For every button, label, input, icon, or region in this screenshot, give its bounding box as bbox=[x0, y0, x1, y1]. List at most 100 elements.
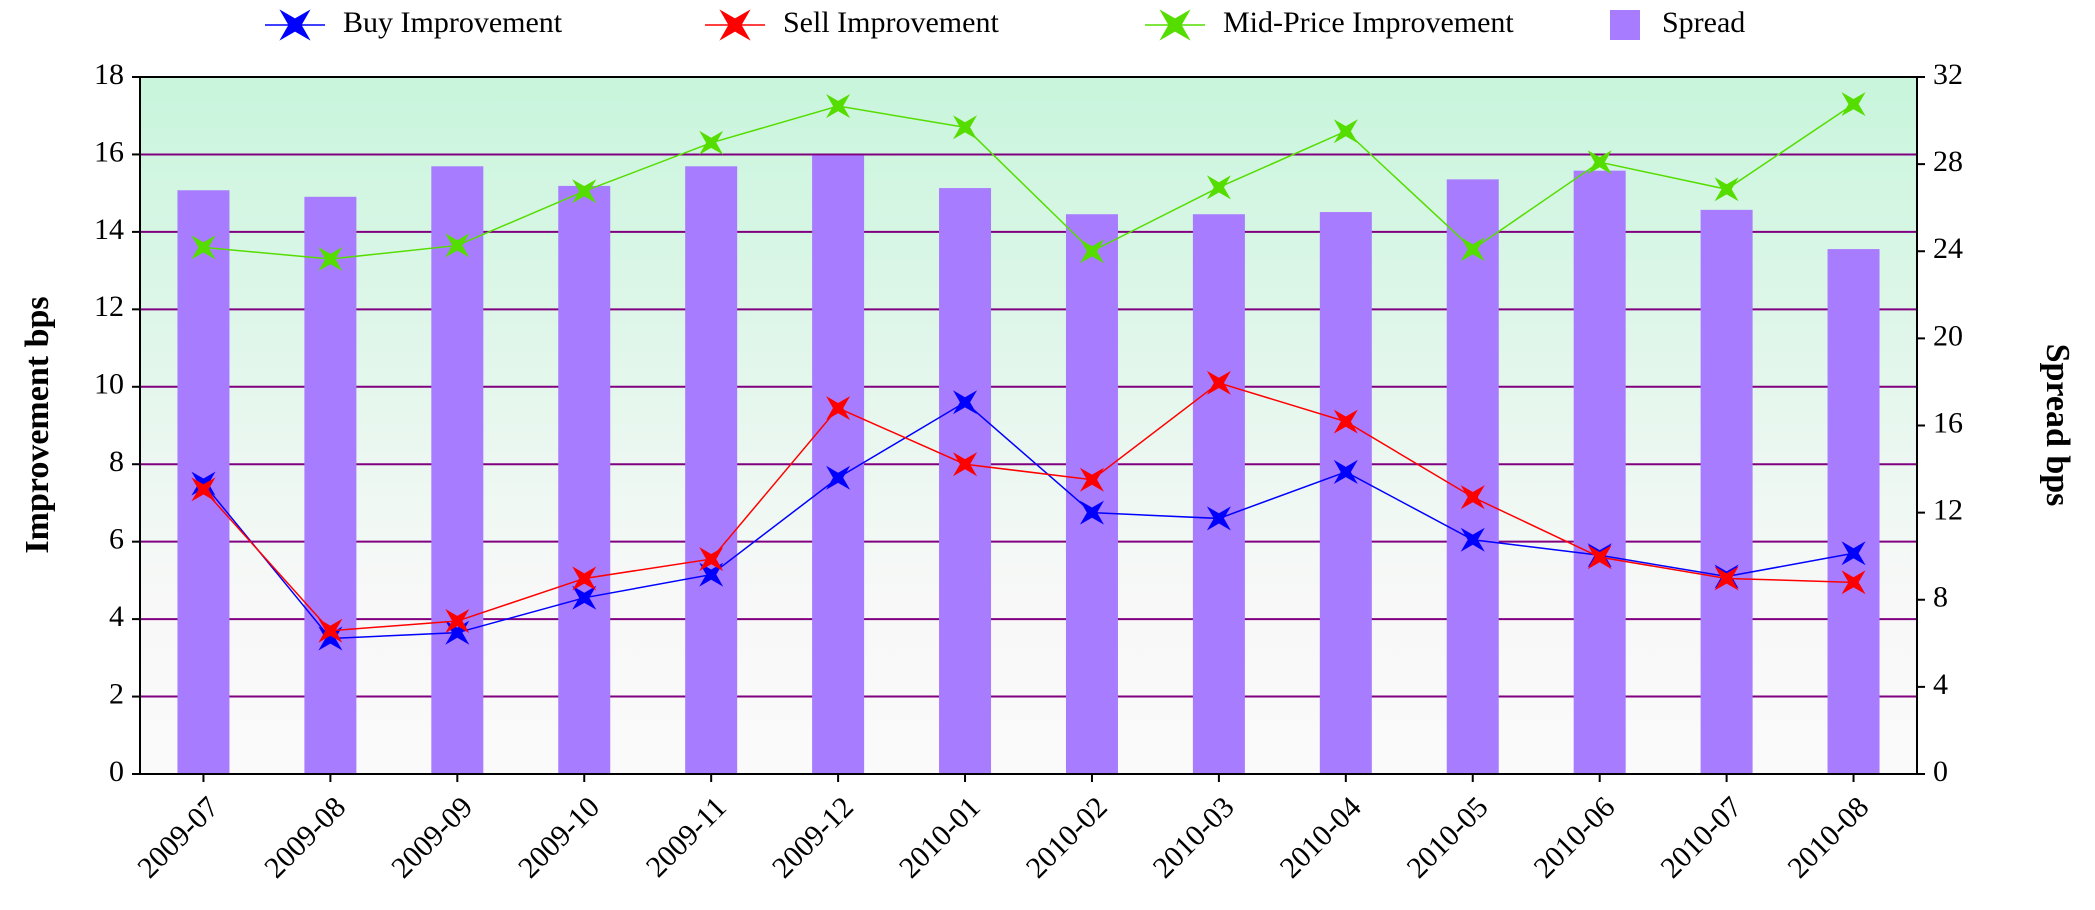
x-tick-label: 2010-04 bbox=[1274, 790, 1368, 884]
y-tick-label: 14 bbox=[94, 213, 124, 246]
x-tick-label: 2010-07 bbox=[1654, 790, 1748, 884]
y-tick-label: 0 bbox=[109, 755, 124, 788]
y-tick-label: 16 bbox=[94, 135, 124, 168]
marker bbox=[699, 562, 724, 587]
marker bbox=[699, 130, 724, 155]
x-tick-label: 2010-08 bbox=[1781, 790, 1875, 884]
marker bbox=[1206, 370, 1231, 395]
x-tick-label: 2009-12 bbox=[766, 790, 860, 884]
marker bbox=[1206, 175, 1231, 200]
marker bbox=[1206, 506, 1231, 531]
marker bbox=[1333, 119, 1358, 144]
marker bbox=[826, 396, 851, 421]
legend-swatch bbox=[1610, 10, 1640, 40]
marker bbox=[1333, 409, 1358, 434]
legend-label: Buy Improvement bbox=[343, 6, 563, 39]
marker bbox=[572, 566, 597, 591]
marker bbox=[318, 247, 343, 271]
x-tick-label: 2010-02 bbox=[1020, 790, 1114, 884]
x-tick-label: 2009-08 bbox=[258, 790, 352, 884]
line bbox=[203, 103, 1854, 260]
marker bbox=[1460, 527, 1485, 552]
bar bbox=[939, 188, 992, 775]
bar bbox=[1319, 212, 1372, 774]
marker bbox=[191, 471, 216, 496]
marker bbox=[1841, 92, 1866, 117]
bar bbox=[812, 155, 865, 775]
y2-axis-title: Spread bps bbox=[2039, 344, 2076, 507]
marker bbox=[191, 235, 216, 260]
line bbox=[202, 401, 1854, 640]
marker bbox=[1714, 566, 1739, 591]
x-tick-label: 2010-06 bbox=[1527, 790, 1621, 884]
marker bbox=[1841, 541, 1866, 566]
y-tick-label: 2 bbox=[109, 677, 124, 710]
x-tick-label: 2010-03 bbox=[1147, 790, 1241, 884]
marker bbox=[1079, 500, 1104, 525]
marker bbox=[572, 585, 597, 610]
marker bbox=[572, 179, 597, 204]
legend-label: Spread bbox=[1662, 6, 1745, 39]
x-tick-label: 2009-09 bbox=[385, 790, 479, 884]
marker bbox=[953, 390, 978, 415]
y2-tick-label: 28 bbox=[1933, 145, 1963, 178]
bar bbox=[1700, 209, 1753, 775]
line bbox=[202, 382, 1854, 632]
marker bbox=[699, 547, 724, 572]
y-tick-label: 10 bbox=[94, 368, 124, 401]
marker bbox=[1587, 545, 1612, 570]
y-axis-title: Improvement bps bbox=[19, 296, 56, 553]
legend-label: Sell Improvement bbox=[783, 6, 999, 39]
marker bbox=[1079, 467, 1104, 492]
y-tick-label: 4 bbox=[109, 600, 124, 633]
y-tick-label: 6 bbox=[109, 523, 124, 556]
marker bbox=[953, 115, 978, 140]
y2-tick-label: 20 bbox=[1933, 319, 1963, 352]
marker bbox=[1714, 177, 1739, 202]
marker bbox=[826, 94, 851, 119]
y-tick-label: 18 bbox=[94, 58, 124, 91]
bar bbox=[304, 196, 357, 774]
plot-frame bbox=[139, 76, 1918, 775]
y2-tick-label: 16 bbox=[1933, 406, 1963, 439]
marker bbox=[318, 618, 343, 643]
marker bbox=[445, 233, 470, 258]
marker bbox=[445, 609, 470, 634]
bar bbox=[685, 166, 738, 775]
bar bbox=[1192, 214, 1245, 775]
bar bbox=[1573, 170, 1626, 775]
marker bbox=[1841, 570, 1866, 595]
legend-label: Mid-Price Improvement bbox=[1223, 6, 1514, 39]
legend-marker bbox=[279, 9, 311, 41]
x-tick-label: 2010-05 bbox=[1401, 790, 1495, 884]
bar bbox=[1446, 179, 1499, 774]
marker bbox=[1333, 459, 1358, 484]
plot-background bbox=[140, 77, 1917, 774]
x-tick-label: 2009-10 bbox=[512, 790, 606, 884]
marker bbox=[953, 452, 978, 477]
x-tick-label: 2010-01 bbox=[893, 790, 987, 884]
marker bbox=[1587, 150, 1612, 175]
bar bbox=[1827, 249, 1880, 774]
legend-marker bbox=[1159, 9, 1191, 41]
x-tick-label: 2009-11 bbox=[640, 790, 733, 883]
marker bbox=[1079, 239, 1104, 264]
y2-tick-label: 32 bbox=[1933, 58, 1963, 91]
bar bbox=[1065, 214, 1118, 775]
bar bbox=[558, 185, 611, 774]
marker bbox=[1460, 485, 1485, 510]
legend-marker bbox=[719, 9, 751, 41]
y-tick-label: 8 bbox=[109, 445, 124, 478]
y2-tick-label: 4 bbox=[1933, 668, 1948, 701]
bar bbox=[431, 166, 484, 775]
y2-tick-label: 8 bbox=[1933, 581, 1948, 614]
marker bbox=[1460, 237, 1485, 262]
marker bbox=[191, 477, 216, 502]
y2-tick-label: 12 bbox=[1933, 494, 1963, 527]
y2-tick-label: 24 bbox=[1933, 232, 1963, 265]
y-tick-label: 12 bbox=[94, 290, 124, 323]
y2-tick-label: 0 bbox=[1933, 755, 1948, 788]
marker bbox=[826, 465, 851, 490]
x-tick-label: 2009-07 bbox=[131, 790, 225, 884]
